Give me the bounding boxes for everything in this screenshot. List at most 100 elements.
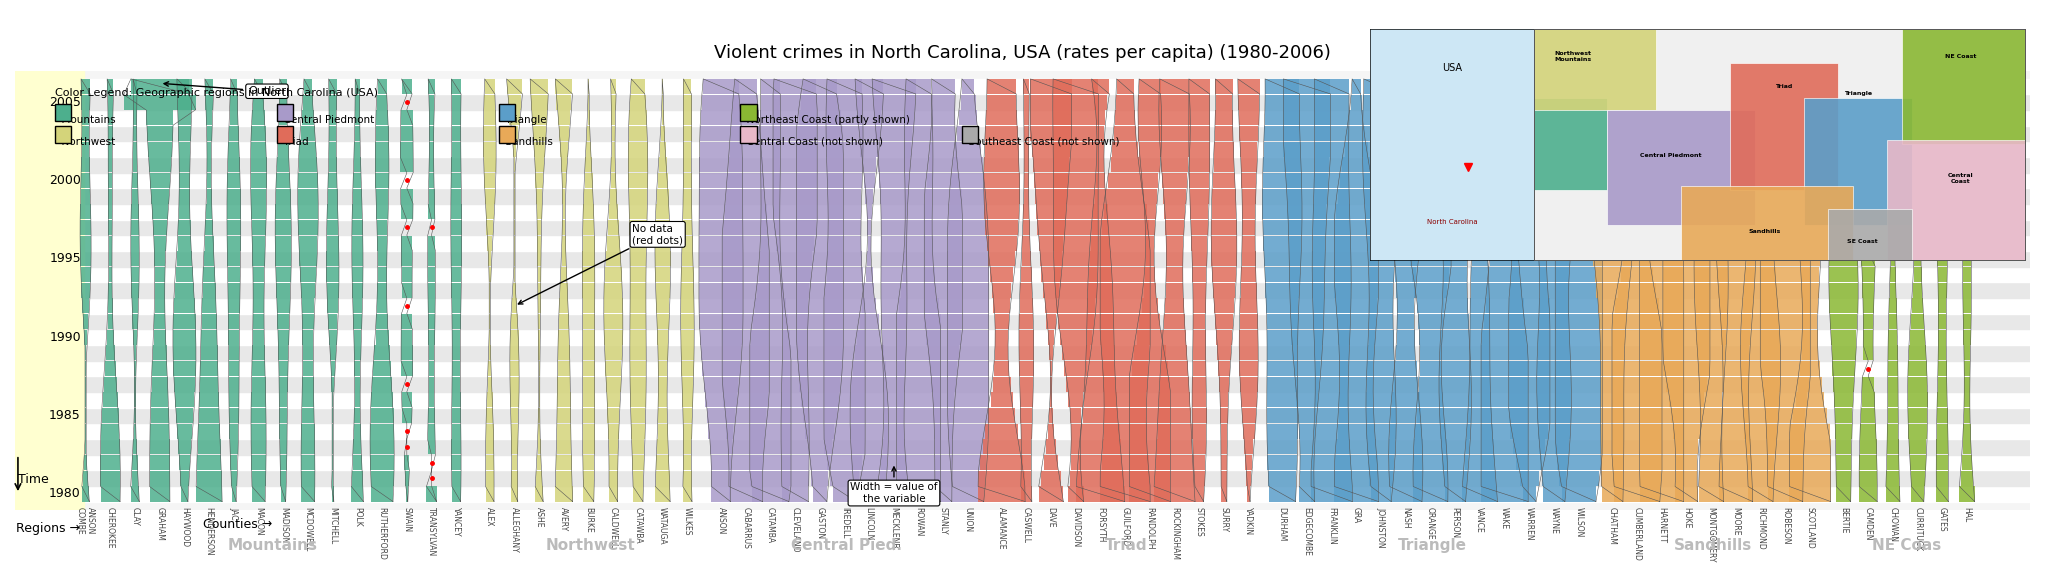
Bar bbox=[1444, 283, 1468, 298]
Bar bbox=[861, 141, 877, 156]
Bar bbox=[1313, 298, 1350, 313]
Bar bbox=[1266, 408, 1299, 423]
Bar bbox=[1031, 79, 1072, 94]
Bar bbox=[996, 346, 1008, 361]
Bar bbox=[485, 189, 495, 204]
Bar bbox=[487, 440, 493, 455]
Text: ROBESON: ROBESON bbox=[1781, 507, 1789, 544]
Bar bbox=[1828, 252, 1857, 267]
Bar bbox=[924, 252, 963, 267]
Bar bbox=[609, 486, 618, 501]
Bar bbox=[151, 377, 168, 392]
Bar bbox=[1413, 440, 1448, 455]
Bar bbox=[924, 189, 961, 204]
Bar bbox=[1834, 408, 1853, 423]
Bar bbox=[485, 204, 495, 219]
Bar bbox=[108, 173, 112, 188]
Text: CATAMBA: CATAMBA bbox=[767, 507, 775, 542]
Bar bbox=[1716, 189, 1757, 204]
Bar bbox=[1832, 377, 1853, 392]
Bar bbox=[1162, 346, 1188, 361]
Bar bbox=[1601, 346, 1624, 361]
Bar bbox=[1472, 235, 1487, 250]
Text: Southeast Coast (not shown): Southeast Coast (not shown) bbox=[961, 137, 1119, 147]
Bar bbox=[14, 188, 2031, 204]
Bar bbox=[904, 252, 933, 267]
Bar bbox=[1129, 377, 1170, 392]
Text: UNION: UNION bbox=[963, 507, 973, 531]
Bar bbox=[1511, 173, 1548, 188]
Bar bbox=[1532, 95, 1577, 110]
Bar bbox=[1157, 408, 1190, 423]
Bar bbox=[1082, 424, 1119, 439]
Bar bbox=[896, 471, 941, 486]
Bar bbox=[1888, 392, 1898, 407]
Bar bbox=[1190, 204, 1209, 219]
Bar bbox=[204, 252, 215, 267]
Bar bbox=[1481, 408, 1528, 423]
Bar bbox=[1086, 377, 1117, 392]
Bar bbox=[1053, 204, 1098, 219]
Bar bbox=[1266, 392, 1299, 407]
Bar bbox=[1094, 189, 1106, 204]
Bar bbox=[1139, 314, 1160, 329]
Text: Central Coast (not shown): Central Coast (not shown) bbox=[740, 137, 883, 147]
Bar bbox=[1080, 440, 1121, 455]
Bar bbox=[1748, 220, 1773, 235]
Bar bbox=[1192, 283, 1207, 298]
Bar bbox=[630, 346, 646, 361]
Bar bbox=[1020, 267, 1033, 282]
Bar bbox=[826, 158, 863, 173]
Bar bbox=[1963, 252, 1971, 267]
Bar bbox=[1697, 346, 1726, 361]
Bar bbox=[1491, 252, 1519, 267]
Bar bbox=[751, 346, 791, 361]
Bar bbox=[1914, 235, 1920, 250]
Bar bbox=[1033, 141, 1070, 156]
Bar bbox=[331, 361, 335, 376]
Bar bbox=[1190, 173, 1209, 188]
Bar bbox=[1802, 141, 1818, 156]
Bar bbox=[1464, 471, 1497, 486]
Bar bbox=[1888, 140, 2025, 260]
Text: NE Coast: NE Coast bbox=[1945, 54, 1975, 59]
Bar bbox=[1339, 361, 1374, 376]
Bar bbox=[558, 361, 571, 376]
Bar bbox=[378, 267, 387, 282]
Bar bbox=[1556, 158, 1603, 173]
Bar bbox=[896, 486, 941, 501]
Text: NE Coas: NE Coas bbox=[1871, 538, 1941, 553]
Bar bbox=[1863, 141, 1873, 156]
Bar bbox=[229, 424, 239, 439]
Bar bbox=[986, 126, 1018, 141]
Bar bbox=[1192, 455, 1205, 470]
Bar bbox=[781, 408, 810, 423]
Bar bbox=[82, 298, 90, 313]
Text: CURRITUCK: CURRITUCK bbox=[1914, 507, 1922, 550]
Bar bbox=[683, 471, 691, 486]
Bar bbox=[947, 329, 988, 345]
Bar bbox=[1863, 298, 1873, 313]
Bar bbox=[961, 95, 975, 110]
Bar bbox=[1031, 126, 1072, 141]
Bar bbox=[984, 204, 1018, 219]
Text: AVERY: AVERY bbox=[560, 507, 569, 531]
Bar bbox=[1413, 455, 1448, 470]
Bar bbox=[231, 486, 235, 501]
Bar bbox=[1746, 455, 1775, 470]
Bar bbox=[252, 158, 266, 173]
FancyBboxPatch shape bbox=[499, 104, 515, 121]
Bar bbox=[1241, 189, 1256, 204]
Bar bbox=[1035, 189, 1067, 204]
Bar bbox=[1861, 267, 1875, 282]
Bar bbox=[986, 235, 1016, 250]
Bar bbox=[405, 455, 409, 470]
Bar bbox=[1912, 141, 1924, 156]
Text: HOKE: HOKE bbox=[1681, 507, 1691, 528]
Bar bbox=[722, 361, 769, 376]
Bar bbox=[728, 158, 763, 173]
Bar bbox=[1640, 440, 1683, 455]
Bar bbox=[1599, 79, 1626, 94]
Bar bbox=[1025, 95, 1029, 110]
Bar bbox=[804, 79, 836, 94]
